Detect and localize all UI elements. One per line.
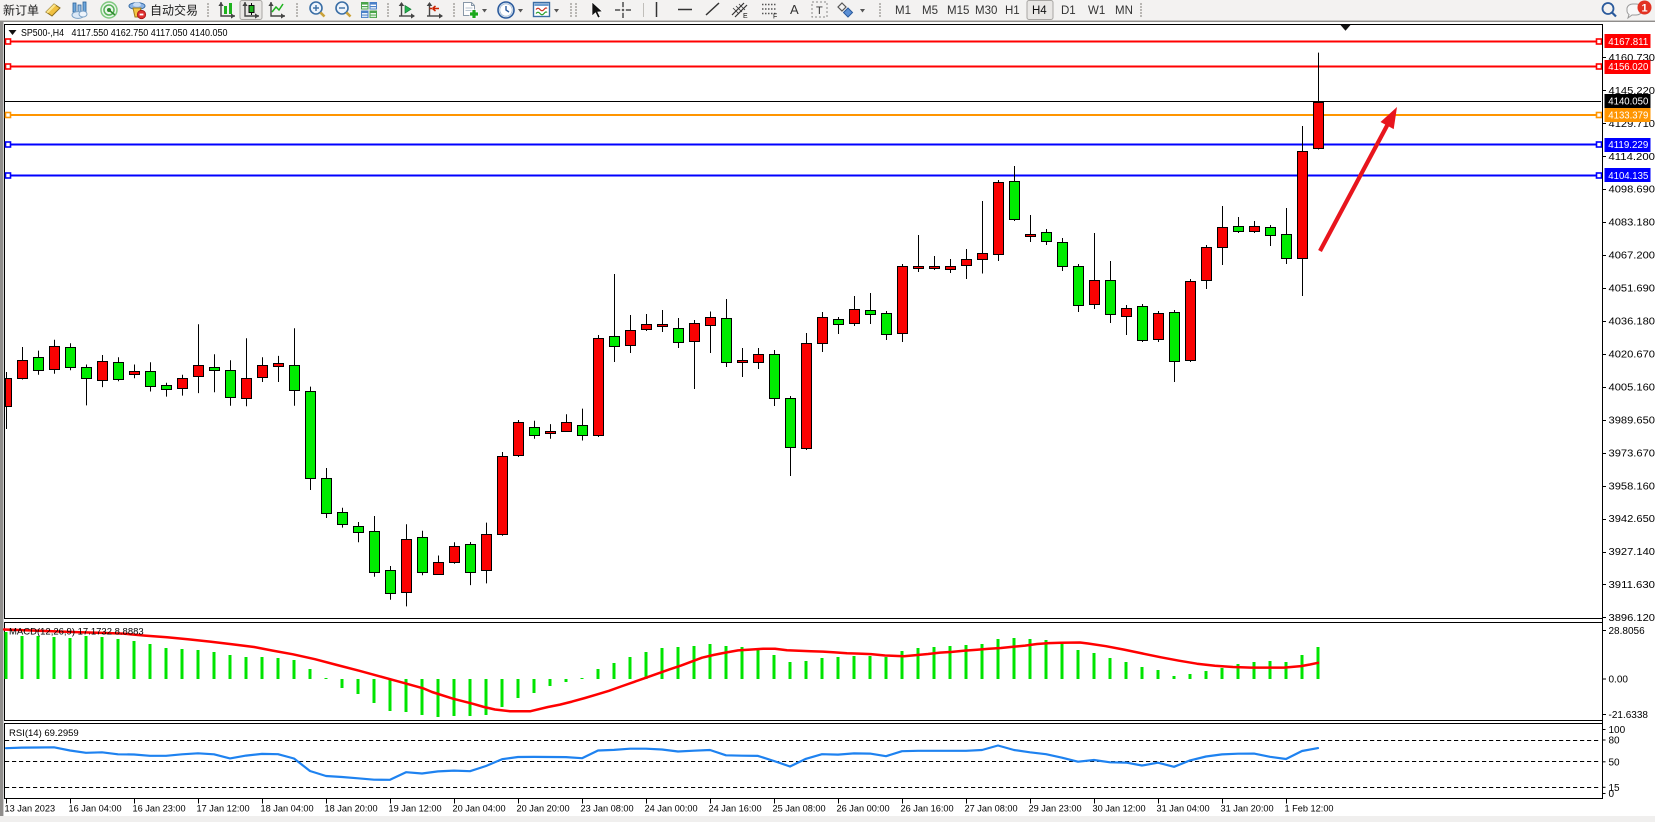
svg-text:16 Jan 23:00: 16 Jan 23:00 [133,804,186,814]
svg-text:4119.229: 4119.229 [1608,140,1648,151]
svg-text:3989.650: 3989.650 [1609,415,1655,426]
svg-text:4005.160: 4005.160 [1609,382,1655,393]
svg-text:1 Feb 12:00: 1 Feb 12:00 [1285,804,1334,814]
svg-text:H1: H1 [1005,5,1020,17]
svg-text:16 Jan 04:00: 16 Jan 04:00 [69,804,122,814]
svg-text:19 Jan 12:00: 19 Jan 12:00 [389,804,442,814]
svg-text:17 Jan 12:00: 17 Jan 12:00 [197,804,250,814]
svg-text:-21.6338: -21.6338 [1609,710,1649,721]
svg-text:4167.811: 4167.811 [1608,37,1648,48]
svg-text:26 Jan 16:00: 26 Jan 16:00 [901,804,954,814]
svg-text:3911.630: 3911.630 [1609,580,1655,591]
svg-text:4140.050: 4140.050 [1608,97,1648,108]
svg-text:15: 15 [1609,783,1621,794]
svg-text:RSI(14) 69.2959: RSI(14) 69.2959 [9,728,79,739]
svg-text:4036.180: 4036.180 [1609,317,1655,328]
svg-text:0: 0 [1609,789,1615,800]
svg-text:20 Jan 04:00: 20 Jan 04:00 [453,804,506,814]
svg-text:24 Jan 16:00: 24 Jan 16:00 [709,804,762,814]
svg-text:4160.730: 4160.730 [1609,53,1655,64]
svg-text:28.8056: 28.8056 [1609,626,1646,637]
svg-text:13 Jan 2023: 13 Jan 2023 [5,804,56,814]
svg-text:M1: M1 [895,5,911,17]
svg-text:1: 1 [1641,3,1647,15]
svg-text:31 Jan 04:00: 31 Jan 04:00 [1157,804,1210,814]
svg-text:4020.670: 4020.670 [1609,349,1655,360]
svg-text:4129.710: 4129.710 [1609,119,1655,130]
svg-text:29 Jan 23:00: 29 Jan 23:00 [1029,804,1082,814]
svg-text:4114.200: 4114.200 [1609,152,1655,163]
svg-text:4098.690: 4098.690 [1609,185,1655,196]
svg-text:M15: M15 [947,5,969,17]
svg-text:3896.120: 3896.120 [1609,613,1655,624]
svg-text:新订单: 新订单 [3,3,39,18]
svg-text:4051.690: 4051.690 [1609,284,1655,295]
svg-text:自动交易: 自动交易 [150,3,198,18]
svg-text:4104.135: 4104.135 [1608,171,1648,182]
svg-text:M30: M30 [975,5,997,17]
svg-text:4145.220: 4145.220 [1609,86,1655,97]
svg-text:4117.550 4162.750 4117.050 414: 4117.550 4162.750 4117.050 4140.050 [72,28,228,39]
svg-text:4156.020: 4156.020 [1608,62,1648,73]
svg-text:18 Jan 20:00: 18 Jan 20:00 [325,804,378,814]
svg-text:A: A [790,2,799,17]
svg-text:MN: MN [1115,5,1133,17]
svg-text:SP500-,H4: SP500-,H4 [21,28,64,39]
svg-text:25 Jan 08:00: 25 Jan 08:00 [773,804,826,814]
svg-text:18 Jan 04:00: 18 Jan 04:00 [261,804,314,814]
svg-text:31 Jan 20:00: 31 Jan 20:00 [1221,804,1274,814]
svg-text:3927.140: 3927.140 [1609,547,1655,558]
svg-text:3973.670: 3973.670 [1609,448,1655,459]
svg-text:24 Jan 00:00: 24 Jan 00:00 [645,804,698,814]
svg-text:0.00: 0.00 [1609,675,1629,686]
svg-text:D1: D1 [1061,5,1076,17]
svg-text:26 Jan 00:00: 26 Jan 00:00 [837,804,890,814]
svg-text:H4: H4 [1032,5,1047,17]
svg-text:20 Jan 20:00: 20 Jan 20:00 [517,804,570,814]
svg-text:80: 80 [1609,736,1621,747]
svg-text:E: E [743,13,748,20]
svg-text:3942.650: 3942.650 [1609,514,1655,525]
svg-text:4067.200: 4067.200 [1609,251,1655,262]
svg-text:27 Jan 08:00: 27 Jan 08:00 [965,804,1018,814]
svg-text:4083.180: 4083.180 [1609,218,1655,229]
svg-text:4133.379: 4133.379 [1608,111,1648,122]
svg-text:F: F [773,14,777,21]
svg-text:T: T [816,5,823,17]
svg-text:MACD(12,26,9) 17.1732 8.8883: MACD(12,26,9) 17.1732 8.8883 [9,627,144,638]
svg-text:50: 50 [1609,757,1621,768]
svg-text:W1: W1 [1088,5,1105,17]
svg-text:23 Jan 08:00: 23 Jan 08:00 [581,804,634,814]
svg-text:M5: M5 [922,5,938,17]
svg-text:100: 100 [1609,725,1626,736]
svg-text:3958.160: 3958.160 [1609,481,1655,492]
svg-text:30 Jan 12:00: 30 Jan 12:00 [1093,804,1146,814]
